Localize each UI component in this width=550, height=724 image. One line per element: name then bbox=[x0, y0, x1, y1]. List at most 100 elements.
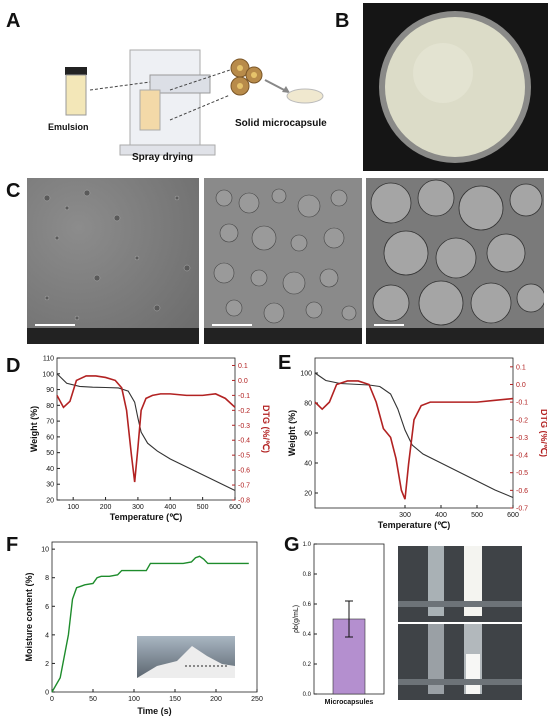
y2-tick-label: -0.1 bbox=[238, 393, 250, 400]
x-tick-label: 300 bbox=[132, 504, 144, 511]
x-tick-label: 600 bbox=[507, 512, 519, 519]
x-axis-label: Temperature (℃) bbox=[378, 520, 450, 530]
y-tick-label: 0.6 bbox=[303, 602, 312, 608]
spray-dryer-arm bbox=[149, 74, 211, 94]
y2-tick-label: -0.4 bbox=[516, 453, 528, 460]
y-tick-label: 100 bbox=[42, 371, 54, 378]
tube-right-top bbox=[464, 546, 482, 616]
vial-cap bbox=[65, 67, 87, 75]
spray-drying-label: Spray drying bbox=[132, 152, 194, 163]
y2-tick-label: -0.2 bbox=[238, 408, 250, 415]
tga-chart-d: 100 200 300 400 500 600 20 30 40 50 60 70 80 90 100 110… bbox=[29, 356, 271, 523]
y2-tick-label: -0.7 bbox=[516, 506, 528, 513]
moisture-chart-f: 0 50 100 150 200 250 0 2 4 6 8 10 Time (s) Moisture c… bbox=[24, 541, 263, 716]
x-tick-label: 400 bbox=[435, 512, 447, 519]
y-tick-label: 20 bbox=[304, 491, 312, 498]
link-line-2 bbox=[169, 69, 231, 91]
tubes-photo-top bbox=[398, 546, 522, 622]
y-tick-label: 50 bbox=[46, 450, 54, 457]
x-tick-label: 200 bbox=[100, 504, 112, 511]
link-line-1 bbox=[89, 81, 151, 91]
y-tick-label: 80 bbox=[304, 401, 312, 408]
y2-tick-label: -0.7 bbox=[238, 483, 250, 490]
tga-chart-e: 300 400 500 600 20 40 60 80 100 0.1 0.0 -0.1 -0.2 -0.… bbox=[287, 357, 547, 530]
x-axis-label: Time (s) bbox=[137, 706, 171, 716]
spray-dryer-base bbox=[119, 144, 216, 156]
panel-label-d: D bbox=[6, 355, 21, 377]
y-tick-label: 60 bbox=[304, 431, 312, 438]
panel-label-b: B bbox=[335, 10, 350, 32]
y2-tick-label: -0.5 bbox=[238, 453, 250, 460]
x-axis-label: Temperature (℃) bbox=[110, 512, 182, 522]
weight-line bbox=[314, 372, 514, 499]
x-tick-label: 600 bbox=[229, 504, 241, 511]
y-tick-label: 30 bbox=[46, 482, 54, 489]
y-axis-label: ρb(g/mL) bbox=[293, 605, 300, 633]
y2-axis-label: DTG (%/℃) bbox=[261, 405, 271, 453]
emulsion-label: Emulsion bbox=[48, 122, 89, 132]
y-tick-label: 40 bbox=[304, 461, 312, 468]
y-tick-label: 1.0 bbox=[303, 542, 312, 548]
plot-frame bbox=[51, 541, 258, 693]
y-tick-label: 100 bbox=[300, 371, 312, 378]
tube-left-bottom bbox=[428, 624, 444, 694]
y-tick-label: 0.0 bbox=[303, 692, 312, 698]
x-tick-label: 300 bbox=[399, 512, 411, 519]
y-axis-label: Moisture content (%) bbox=[24, 572, 34, 661]
scale-bar-1 bbox=[35, 324, 75, 326]
spray-drying-schematic: Emulsion Spray drying Solid microcapsule bbox=[40, 30, 330, 170]
solid-microcapsule-label: Solid microcapsule bbox=[235, 118, 327, 129]
inset-powder-drawing bbox=[137, 646, 235, 678]
y-tick-label: 0 bbox=[45, 690, 49, 697]
y2-tick-label: -0.1 bbox=[516, 400, 528, 407]
panel-label-a: A bbox=[6, 10, 21, 32]
tubes-top-drawing bbox=[398, 546, 522, 616]
x-tick-label: 250 bbox=[251, 696, 263, 703]
y2-tick-label: -0.6 bbox=[238, 468, 250, 475]
arrow-head-icon bbox=[282, 86, 290, 93]
x-tick-label: 50 bbox=[89, 696, 97, 703]
moisture-inset-photo bbox=[137, 636, 235, 678]
y-tick-label: 80 bbox=[46, 403, 54, 410]
y-tick-label: 6 bbox=[45, 604, 49, 611]
x-tick-label: 0 bbox=[50, 696, 54, 703]
y-tick-label: 4 bbox=[45, 632, 49, 639]
sem-particles-low bbox=[27, 189, 199, 344]
sem-image-low-mag bbox=[27, 178, 199, 344]
tube-left-top bbox=[428, 546, 444, 616]
drying-chamber bbox=[139, 89, 161, 131]
link-line-3 bbox=[169, 94, 231, 121]
y2-tick-label: -0.6 bbox=[516, 488, 528, 495]
panel-label-c: C bbox=[6, 180, 21, 202]
y2-tick-label: 0.1 bbox=[238, 363, 248, 370]
dtg-line bbox=[56, 375, 236, 483]
microcapsule-core-2 bbox=[251, 72, 257, 78]
y-tick-label: 110 bbox=[43, 356, 54, 363]
y-tick-label: 8 bbox=[45, 575, 49, 582]
category-label: Microcapsules bbox=[325, 699, 374, 706]
panel-label-g: G bbox=[284, 534, 300, 556]
y-tick-label: 2 bbox=[45, 661, 49, 668]
y-tick-label: 20 bbox=[46, 498, 54, 505]
powder-dish-photo bbox=[363, 3, 548, 171]
scale-bar-3 bbox=[374, 324, 404, 326]
y-tick-label: 90 bbox=[46, 387, 54, 394]
dtg-line bbox=[314, 380, 514, 500]
sem-info-bar-1 bbox=[27, 328, 199, 344]
y2-axis-label: DTG (%/℃) bbox=[539, 409, 547, 457]
y2-tick-label: -0.3 bbox=[238, 423, 250, 430]
x-tick-label: 500 bbox=[197, 504, 209, 511]
moisture-line bbox=[51, 555, 249, 693]
y2-tick-label: -0.3 bbox=[516, 435, 528, 442]
y2-tick-label: 0.0 bbox=[516, 382, 526, 389]
plot-frame bbox=[314, 357, 514, 509]
sem-info-bar-2 bbox=[204, 328, 362, 344]
tubes-bottom-drawing bbox=[398, 624, 522, 694]
powder-pile bbox=[286, 88, 324, 104]
microcapsule-core-1 bbox=[237, 65, 243, 71]
y-tick-label: 40 bbox=[46, 466, 54, 473]
y-tick-label: 0.2 bbox=[303, 662, 312, 668]
rack-bar-top bbox=[398, 601, 522, 607]
y-tick-label: 60 bbox=[46, 434, 54, 441]
inset-powder-heap bbox=[137, 646, 235, 678]
